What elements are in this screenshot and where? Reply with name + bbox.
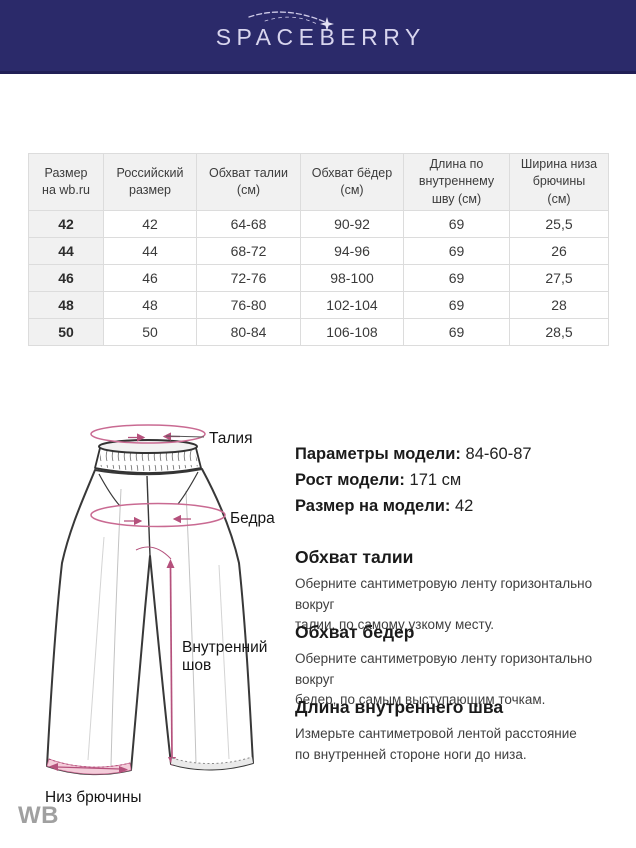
column-header: Обхват талии (см) — [196, 153, 301, 211]
size-cell: 76-80 — [196, 291, 301, 319]
model-params-line: Параметры модели: 84-60-87 — [295, 441, 532, 467]
size-table: Размер на wb.ru Российский размер Обхват… — [28, 153, 609, 346]
table-row: 50 50 80-84 106-108 69 28,5 — [28, 318, 609, 346]
wb-watermark: WB — [18, 802, 59, 829]
column-header: Длина по внутреннему шву (см) — [403, 153, 510, 211]
size-cell: 44 — [28, 237, 104, 265]
size-cell: 64-68 — [196, 210, 301, 238]
brand-logo: SPACEBERRY — [215, 24, 426, 50]
size-cell: 42 — [103, 210, 197, 238]
size-cell: 50 — [28, 318, 104, 346]
table-row: 48 48 76-80 102-104 69 28 — [28, 291, 609, 319]
guide-text: Оберните сантиметровую ленту горизонталь… — [295, 576, 593, 632]
guide-section-waist: Обхват талии Оберните сантиметровую лент… — [295, 546, 625, 636]
size-cell: 46 — [103, 264, 197, 292]
inseam-label-line2: шов — [182, 657, 211, 674]
table-row: 44 44 68-72 94-96 69 26 — [28, 237, 609, 265]
model-size-line: Размер на модели: 42 — [295, 493, 532, 519]
size-cell: 42 — [28, 210, 104, 238]
size-cell: 102-104 — [300, 291, 404, 319]
guide-section-hips: Обхват бедер Оберните сантиметровую лент… — [295, 621, 625, 711]
column-header: Российский размер — [103, 153, 197, 211]
size-cell: 90-92 — [300, 210, 404, 238]
waist-measure-ellipse — [90, 424, 206, 444]
column-header: Ширина низа брючины (см) — [509, 153, 609, 211]
size-cell: 69 — [403, 237, 510, 265]
guide-text: Оберните сантиметровую ленту горизонталь… — [295, 651, 593, 707]
hips-label: Бедра — [230, 510, 275, 527]
right-hem-band — [171, 756, 253, 770]
inseam-label-line1: Внутренний — [182, 639, 267, 656]
model-height-line: Рост модели: 171 см — [295, 467, 532, 493]
size-cell: 48 — [28, 291, 104, 319]
size-cell: 25,5 — [509, 210, 609, 238]
guide-text: Измерьте сантиметровой лентой расстояние… — [295, 726, 577, 762]
hem-label: Низ брючины — [45, 789, 141, 806]
size-cell: 69 — [403, 264, 510, 292]
size-cell: 68-72 — [196, 237, 301, 265]
column-header: Обхват бёдер (см) — [300, 153, 404, 211]
size-cell: 27,5 — [509, 264, 609, 292]
size-cell: 28 — [509, 291, 609, 319]
size-cell: 28,5 — [509, 318, 609, 346]
waist-label: Талия — [209, 430, 253, 447]
model-height-value: 171 см — [409, 471, 462, 489]
model-size-value: 42 — [454, 497, 474, 515]
column-header: Размер на wb.ru — [28, 153, 104, 211]
guide-section-inseam: Длина внутреннего шва Измерьте сантиметр… — [295, 696, 625, 765]
size-cell: 106-108 — [300, 318, 404, 346]
size-cell: 94-96 — [300, 237, 404, 265]
hips-measure-ellipse — [90, 502, 226, 528]
size-cell: 26 — [509, 237, 609, 265]
guide-title: Обхват бедер — [295, 622, 415, 642]
table-header-row: Размер на wb.ru Российский размер Обхват… — [28, 153, 609, 211]
size-cell: 46 — [28, 264, 104, 292]
size-cell: 69 — [403, 210, 510, 238]
guide-title: Длина внутреннего шва — [295, 697, 504, 717]
size-cell: 80-84 — [196, 318, 301, 346]
model-height-label: Рост модели: — [295, 471, 405, 489]
brand-header: SPACEBERRY — [0, 0, 636, 74]
pocket-lines — [98, 471, 199, 507]
shooting-star-icon — [248, 11, 334, 31]
guide-title: Обхват талии — [295, 547, 414, 567]
size-cell: 69 — [403, 291, 510, 319]
table-row: 46 46 72-76 98-100 69 27,5 — [28, 264, 609, 292]
size-cell: 69 — [403, 318, 510, 346]
size-cell: 48 — [103, 291, 197, 319]
pants-measurement-diagram: Талия Бедра Внутренний шов Низ брючины — [45, 424, 275, 806]
model-params-label: Параметры модели: — [295, 445, 461, 463]
table-row: 42 42 64-68 90-92 69 25,5 — [28, 210, 609, 238]
size-cell: 98-100 — [300, 264, 404, 292]
model-params-value: 84-60-87 — [465, 445, 532, 463]
size-cell: 72-76 — [196, 264, 301, 292]
size-cell: 50 — [103, 318, 197, 346]
model-info-block: Параметры модели: 84-60-87 Рост модели: … — [295, 441, 532, 519]
center-seam-line — [146, 475, 151, 557]
left-hem-band — [46, 758, 132, 775]
pants-outline — [46, 468, 254, 776]
waistband — [94, 439, 202, 474]
size-cell: 44 — [103, 237, 197, 265]
model-size-label: Размер на модели: — [295, 497, 451, 515]
